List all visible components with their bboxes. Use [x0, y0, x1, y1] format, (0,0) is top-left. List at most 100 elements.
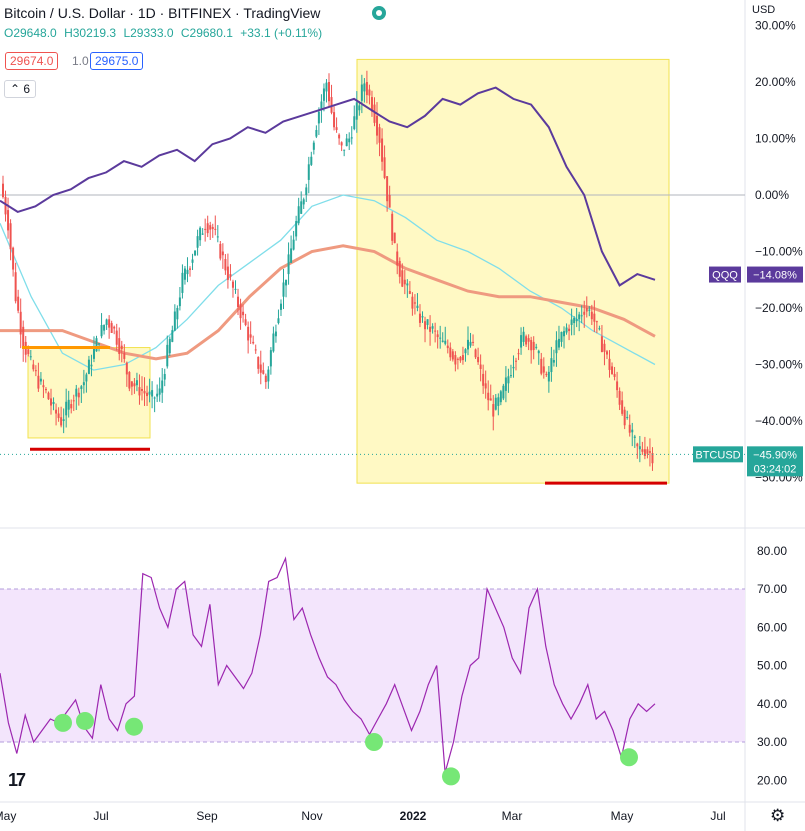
price-tick-label: 20.00%	[755, 75, 796, 89]
candle-body	[300, 201, 303, 214]
buy-button[interactable]: 29675.0	[90, 52, 144, 70]
candle-body	[87, 359, 90, 374]
chevron-up-icon: ⌃	[10, 82, 21, 96]
candle-body	[47, 392, 50, 400]
candle-body	[14, 272, 17, 302]
candle-body	[50, 398, 53, 406]
candle-body	[44, 388, 47, 391]
btc-name-tag	[693, 446, 743, 463]
candle-body	[206, 223, 209, 234]
candle-body	[636, 443, 639, 447]
candle-body	[608, 358, 611, 370]
candle-body	[388, 195, 391, 208]
candle-body	[570, 319, 573, 325]
candle-body	[168, 338, 171, 354]
candle-body	[563, 331, 566, 337]
candle-body	[55, 409, 58, 414]
candle-body	[353, 116, 356, 130]
chart-title: Bitcoin / U.S. Dollar · 1D · BITFINEX · …	[4, 5, 321, 21]
candle-body	[252, 341, 255, 344]
candle-body	[580, 315, 583, 317]
candle-body	[638, 446, 641, 450]
candle-body	[27, 349, 30, 355]
candle-body	[312, 142, 315, 150]
time-tick-label: May	[0, 809, 16, 823]
candle-body	[552, 360, 555, 363]
candle-body	[75, 388, 78, 397]
candle-body	[413, 302, 416, 304]
indicators-toggle-button[interactable]: ⌃ 6	[4, 80, 37, 98]
candle-body	[297, 206, 300, 224]
candle-body	[651, 453, 654, 464]
candle-body	[161, 380, 164, 393]
candle-body	[330, 97, 333, 113]
candle-body	[648, 451, 651, 453]
candle-body	[451, 351, 454, 360]
candle-body	[555, 340, 558, 354]
candle-body	[166, 344, 169, 367]
candle-body	[355, 102, 358, 120]
candle-body	[189, 268, 192, 270]
rsi-oversold-marker	[76, 711, 94, 730]
candle-body	[499, 391, 502, 403]
candle-body	[517, 353, 520, 355]
candle-body	[611, 366, 614, 375]
candle-body	[525, 336, 528, 345]
candle-body	[350, 137, 353, 139]
candle-body	[70, 404, 73, 409]
time-tick-label: Mar	[502, 809, 523, 823]
price-tick-label: −10.00%	[755, 245, 803, 259]
candle-body	[550, 358, 553, 373]
qqq-value-label: −14.08%	[753, 270, 797, 282]
rsi-oversold-marker	[365, 733, 383, 751]
candle-body	[633, 436, 636, 438]
candle-body	[345, 138, 348, 147]
candle-body	[234, 288, 237, 290]
candle-body	[320, 101, 323, 111]
candle-body	[138, 387, 141, 396]
candle-body	[370, 97, 373, 112]
candle-body	[110, 323, 113, 333]
candle-body	[219, 243, 222, 259]
candle-body	[183, 268, 186, 280]
candle-body	[360, 84, 363, 101]
candle-body	[472, 341, 475, 343]
candle-body	[282, 282, 285, 297]
rsi-tick-label: 40.00	[757, 697, 787, 711]
candle-body	[80, 386, 83, 389]
candle-body	[226, 266, 229, 280]
candle-body	[151, 390, 154, 397]
candle-body	[469, 341, 472, 346]
candle-body	[290, 248, 293, 263]
candle-body	[118, 338, 121, 354]
candle-body	[285, 279, 288, 286]
ohlc-close: C29680.1	[180, 26, 233, 40]
candle-body	[396, 251, 399, 266]
price-tick-label: 0.00%	[755, 188, 789, 202]
candle-body	[173, 311, 176, 331]
candle-body	[603, 343, 606, 352]
rsi-line	[0, 556, 656, 773]
candle-body	[575, 319, 578, 322]
rsi-tick-label: 30.00	[757, 735, 787, 749]
candle-body	[393, 232, 396, 244]
btc-name-label: BTCUSD	[695, 449, 740, 461]
candle-body	[62, 419, 65, 421]
rsi-oversold-marker	[54, 713, 72, 732]
candle-body	[19, 311, 22, 335]
candle-body	[560, 331, 563, 342]
candle-body	[494, 397, 497, 410]
candle-body	[474, 349, 477, 358]
candle-body	[214, 228, 217, 230]
candle-body	[204, 228, 207, 230]
candle-body	[600, 336, 603, 353]
ohlc-low: L29333.0	[123, 26, 174, 40]
candle-body	[497, 397, 500, 406]
candle-body	[613, 373, 616, 377]
candle-body	[398, 260, 401, 277]
candle-body	[512, 366, 515, 369]
gear-icon[interactable]: ⚙	[770, 806, 786, 825]
sell-button[interactable]: 29674.0	[5, 52, 59, 70]
candle-body	[133, 383, 136, 387]
